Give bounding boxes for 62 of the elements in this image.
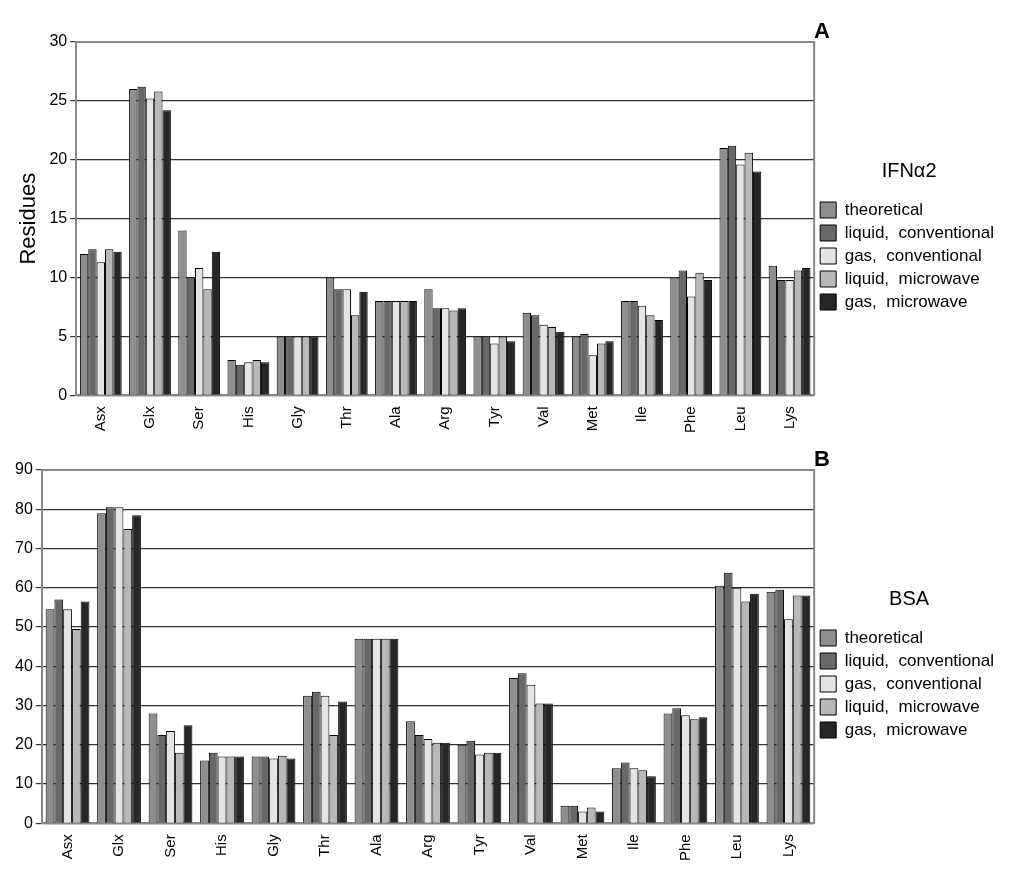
y-tick-label: 10 — [49, 267, 68, 285]
chart-title: B — [814, 446, 830, 472]
legend-title: BSA — [889, 587, 930, 610]
x-tick-label: Ala — [366, 833, 384, 856]
x-tick-label: Phe — [681, 406, 699, 434]
y-tick-label: 30 — [49, 32, 68, 50]
y-tick-label: 20 — [15, 735, 33, 753]
x-tick-label: Lys — [779, 406, 797, 430]
legend-label: gas, microwave — [844, 719, 968, 739]
y-tick-label: 50 — [15, 617, 33, 635]
x-tick-label: Val — [533, 406, 551, 427]
x-tick-label: Tyr — [484, 406, 502, 428]
legend-label: gas, conventional — [844, 673, 982, 693]
legend-label: liquid, microwave — [844, 268, 980, 288]
x-tick-label: Glx — [109, 833, 127, 857]
x-tick-label: Val — [521, 834, 539, 855]
x-tick-label: Lys — [778, 834, 796, 858]
x-tick-label: Arg — [435, 406, 453, 430]
x-tick-label: Tyr — [469, 834, 487, 856]
x-tick-label: Thr — [315, 834, 333, 857]
x-tick-label: Ser — [160, 834, 178, 858]
x-tick-label: Ser — [189, 406, 207, 430]
x-tick-label: Asx — [57, 833, 75, 860]
y-tick-label: 15 — [49, 209, 68, 227]
y-tick-label: 80 — [15, 499, 33, 517]
x-tick-label: Met — [582, 405, 600, 432]
x-tick-label: Gly — [263, 833, 281, 857]
y-tick-label: 20 — [49, 150, 68, 168]
x-tick-label: Phe — [675, 834, 693, 862]
y-tick-label: 0 — [23, 813, 33, 831]
y-tick-label: 70 — [15, 538, 33, 556]
legend-title: IFNα2 — [881, 159, 937, 182]
x-tick-label: His — [238, 406, 256, 428]
x-tick-label: Gly — [287, 405, 305, 429]
x-tick-label: Met — [572, 833, 590, 860]
x-tick-label: Glx — [140, 405, 158, 429]
legend-label: gas, conventional — [844, 245, 982, 265]
y-tick-label: 90 — [15, 460, 33, 478]
y-tick-label: 40 — [15, 656, 33, 674]
y-tick-label: 10 — [15, 774, 33, 792]
x-tick-label: Thr — [336, 406, 354, 429]
legend-label: liquid, conventional — [844, 650, 995, 670]
x-tick-label: Leu — [727, 834, 745, 860]
legend-label: theoretical — [844, 627, 924, 647]
legend-label: theoretical — [844, 199, 924, 219]
x-tick-label: Leu — [730, 406, 748, 432]
x-tick-label: Ile — [632, 406, 650, 423]
chart-title: A — [814, 18, 830, 44]
x-tick-label: His — [212, 834, 230, 856]
y-axis-title: Residues — [15, 172, 41, 265]
y-tick-label: 25 — [49, 91, 68, 109]
legend-label: gas, microwave — [844, 291, 968, 311]
x-tick-label: Arg — [418, 834, 436, 858]
y-tick-label: 0 — [58, 385, 68, 403]
x-tick-label: Ala — [386, 405, 404, 428]
y-tick-label: 30 — [15, 695, 33, 713]
legend-label: liquid, microwave — [844, 696, 980, 716]
y-tick-label: 5 — [58, 326, 68, 344]
x-tick-label: Asx — [90, 405, 108, 432]
x-tick-label: Ile — [624, 834, 642, 851]
y-tick-label: 60 — [15, 578, 33, 596]
legend-label: liquid, conventional — [844, 222, 995, 242]
